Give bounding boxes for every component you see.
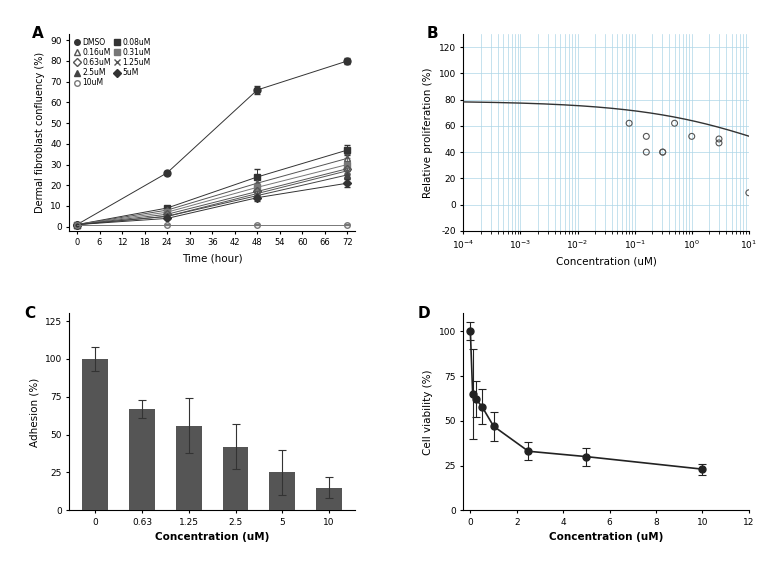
Bar [83,359,108,510]
Bar [129,409,155,510]
Bar [223,447,249,510]
Y-axis label: Cell viability (%): Cell viability (%) [423,369,433,455]
Point [713,134,725,143]
Point [713,138,725,147]
Point [743,188,755,197]
X-axis label: Concentration (uM): Concentration (uM) [155,532,269,543]
Bar [269,472,295,510]
Point [656,147,669,156]
Bar [317,488,342,510]
Legend: DMSO, 0.16uM, 0.63uM, 2.5uM, 10uM, 0.08uM, 0.31uM, 1.25uM, 5uM: DMSO, 0.16uM, 0.63uM, 2.5uM, 10uM, 0.08u… [72,36,152,89]
Point [640,147,652,156]
Point [623,119,635,128]
Y-axis label: Dermal fibroblast confluency (%): Dermal fibroblast confluency (%) [35,52,45,213]
Text: D: D [418,306,430,320]
Y-axis label: Relative proliferation (%): Relative proliferation (%) [423,67,433,198]
Point [686,132,698,141]
X-axis label: Concentration (uM): Concentration (uM) [549,532,663,543]
X-axis label: Time (hour): Time (hour) [182,253,242,263]
Text: A: A [32,26,44,41]
Point [640,132,652,141]
Bar [176,425,201,510]
Text: B: B [426,26,438,41]
Y-axis label: Adhesion (%): Adhesion (%) [29,377,39,447]
X-axis label: Concentration (uM): Concentration (uM) [556,256,656,266]
Text: C: C [24,306,35,320]
Point [669,119,681,128]
Point [656,147,669,156]
